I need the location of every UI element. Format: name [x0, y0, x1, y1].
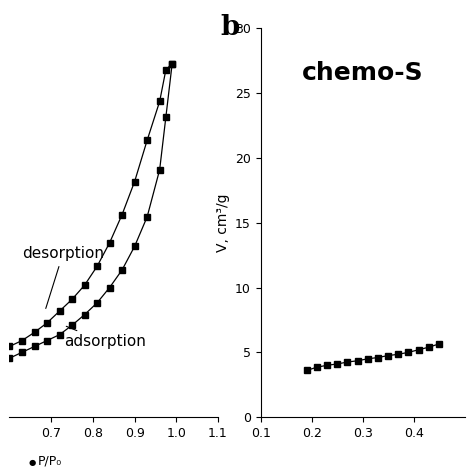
- Text: P/P₀: P/P₀: [38, 455, 62, 467]
- Text: adsorption: adsorption: [64, 326, 146, 349]
- Text: ●: ●: [28, 457, 36, 466]
- Y-axis label: V, cm³/g: V, cm³/g: [216, 193, 229, 252]
- Text: desorption: desorption: [22, 246, 104, 309]
- Text: chemo-S: chemo-S: [301, 61, 423, 85]
- Text: b: b: [220, 14, 239, 41]
